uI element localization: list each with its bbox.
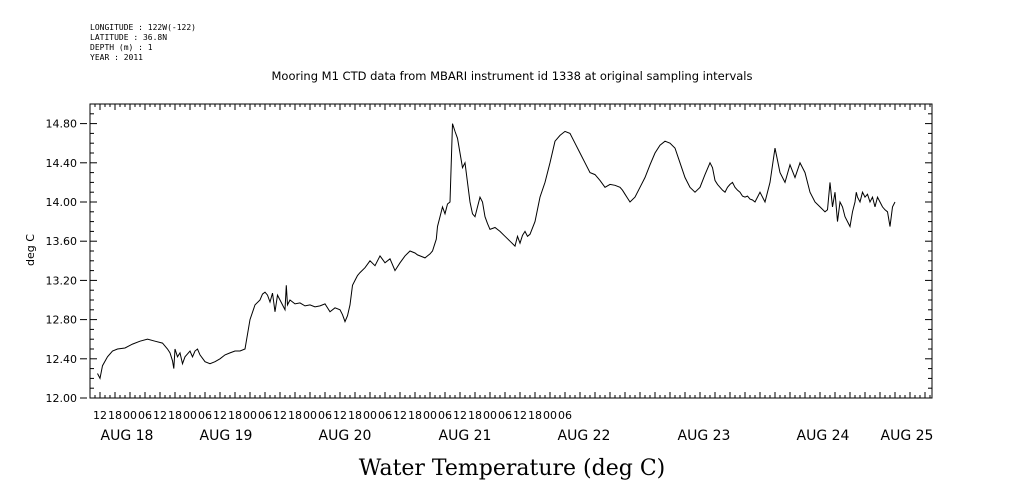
x-hour-tick-label: 18 — [348, 409, 362, 422]
x-date-label: AUG 25 — [881, 428, 934, 444]
y-tick-label: 14.80 — [46, 118, 78, 131]
metadata-year: YEAR : 2011 — [90, 53, 143, 62]
x-hour-tick-label: 18 — [288, 409, 302, 422]
x-hour-tick-label: 06 — [558, 409, 572, 422]
series-line-water-temperature — [97, 123, 896, 380]
x-hour-tick-label: 18 — [468, 409, 482, 422]
x-hour-tick-label: 12 — [153, 409, 167, 422]
x-date-label: AUG 22 — [558, 428, 611, 444]
x-hour-tick-label: 18 — [228, 409, 242, 422]
x-hour-tick-label: 12 — [213, 409, 227, 422]
metadata-depth: DEPTH (m) : 1 — [90, 43, 153, 52]
chart-title: Mooring M1 CTD data from MBARI instrumen… — [272, 69, 753, 83]
y-tick-label: 14.40 — [46, 157, 78, 170]
x-date-label: AUG 21 — [439, 428, 492, 444]
x-hour-tick-label: 12 — [513, 409, 527, 422]
metadata-latitude: LATITUDE : 36.8N — [90, 33, 167, 42]
axis-ticks — [90, 103, 932, 399]
x-hour-tick-label: 06 — [438, 409, 452, 422]
x-hour-tick-label: 12 — [453, 409, 467, 422]
x-hour-tick-label: 12 — [333, 409, 347, 422]
x-hour-tick-label: 00 — [363, 409, 377, 422]
x-hour-tick-label: 00 — [123, 409, 137, 422]
x-date-label: AUG 20 — [319, 428, 372, 444]
x-hour-tick-label: 00 — [483, 409, 497, 422]
plot-frame — [89, 103, 933, 399]
x-date-label: AUG 23 — [678, 428, 731, 444]
x-hour-tick-label: 06 — [138, 409, 152, 422]
x-hour-tick-label: 18 — [168, 409, 182, 422]
x-tick-labels: 12 18 00 06 12 18 00 06 12 18 00 06 12 18 00 06 12 18 00 06… — [93, 409, 933, 444]
metadata-longitude: LONGITUDE : 122W(-122) — [90, 23, 196, 32]
x-hour-tick-label: 06 — [318, 409, 332, 422]
x-hour-tick-label: 06 — [258, 409, 272, 422]
x-hour-tick-label: 12 — [93, 409, 107, 422]
y-tick-label: 12.80 — [46, 314, 78, 327]
y-tick-label: 12.00 — [46, 392, 78, 405]
x-hour-tick-label: 00 — [243, 409, 257, 422]
x-hour-tick-label: 00 — [543, 409, 557, 422]
x-hour-tick-label: 00 — [303, 409, 317, 422]
x-hour-tick-label: 06 — [198, 409, 212, 422]
y-tick-label: 13.20 — [46, 274, 78, 287]
x-hour-tick-label: 00 — [423, 409, 437, 422]
y-tick-label: 13.60 — [46, 235, 78, 248]
x-hour-tick-label: 06 — [498, 409, 512, 422]
x-hour-tick-label: 00 — [183, 409, 197, 422]
x-axis-title: Water Temperature (deg C) — [359, 456, 666, 481]
metadata-block: LONGITUDE : 122W(-122) LATITUDE : 36.8N … — [90, 23, 196, 62]
x-date-label: AUG 24 — [797, 428, 850, 444]
x-hour-tick-label: 18 — [408, 409, 422, 422]
y-axis-label: deg C — [24, 234, 37, 266]
x-hour-tick-label: 12 — [273, 409, 287, 422]
x-date-label: AUG 18 — [101, 428, 154, 444]
y-tick-labels: 12.00 12.40 12.80 13.20 13.60 14.00 14.40 14.80 — [46, 118, 87, 405]
x-hour-tick-label: 18 — [528, 409, 542, 422]
x-hour-tick-label: 18 — [108, 409, 122, 422]
y-tick-label: 14.00 — [46, 196, 78, 209]
x-hour-tick-label: 12 — [393, 409, 407, 422]
x-date-label: AUG 19 — [200, 428, 253, 444]
y-tick-label: 12.40 — [46, 353, 78, 366]
x-hour-tick-label: 06 — [378, 409, 392, 422]
